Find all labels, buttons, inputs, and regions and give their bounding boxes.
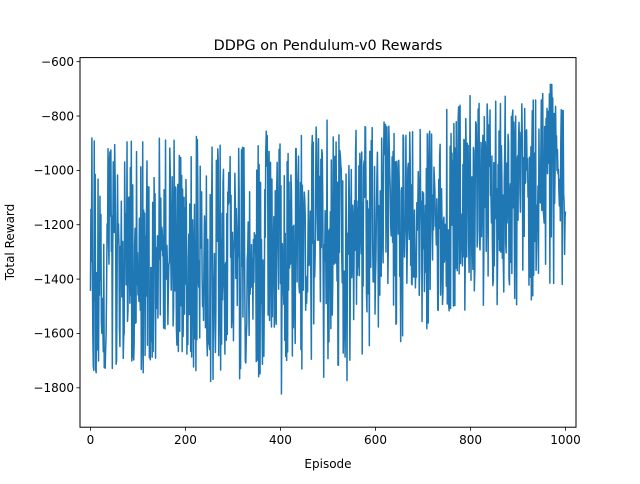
y-tick-label: −1600 bbox=[33, 327, 74, 341]
x-tick-label: 400 bbox=[269, 433, 292, 447]
x-tick-label: 0 bbox=[87, 433, 95, 447]
y-axis-label: Total Reward bbox=[3, 204, 17, 282]
y-axis: −1800 −1600 −1400 −1200 −1000 −800 −600 bbox=[33, 55, 80, 395]
y-tick-label: −800 bbox=[41, 109, 74, 123]
x-axis: 0 200 400 600 800 1000 bbox=[87, 427, 581, 447]
y-tick-label: −1200 bbox=[33, 218, 74, 232]
axes-frame bbox=[79, 57, 577, 428]
y-tick-label: −1800 bbox=[33, 381, 74, 395]
y-tick-label: −600 bbox=[41, 55, 74, 69]
y-tick-label: −1000 bbox=[33, 164, 74, 178]
plot-area bbox=[89, 83, 567, 395]
x-tick-label: 600 bbox=[364, 433, 387, 447]
x-axis-label: Episode bbox=[304, 457, 351, 471]
chart-title: DDPG on Pendulum-v0 Rewards bbox=[214, 38, 443, 54]
x-tick-label: 800 bbox=[459, 433, 482, 447]
series-line-total-reward bbox=[89, 83, 567, 395]
y-tick-label: −1400 bbox=[33, 272, 74, 286]
x-tick-label: 200 bbox=[174, 433, 197, 447]
x-tick-label: 1000 bbox=[550, 433, 581, 447]
